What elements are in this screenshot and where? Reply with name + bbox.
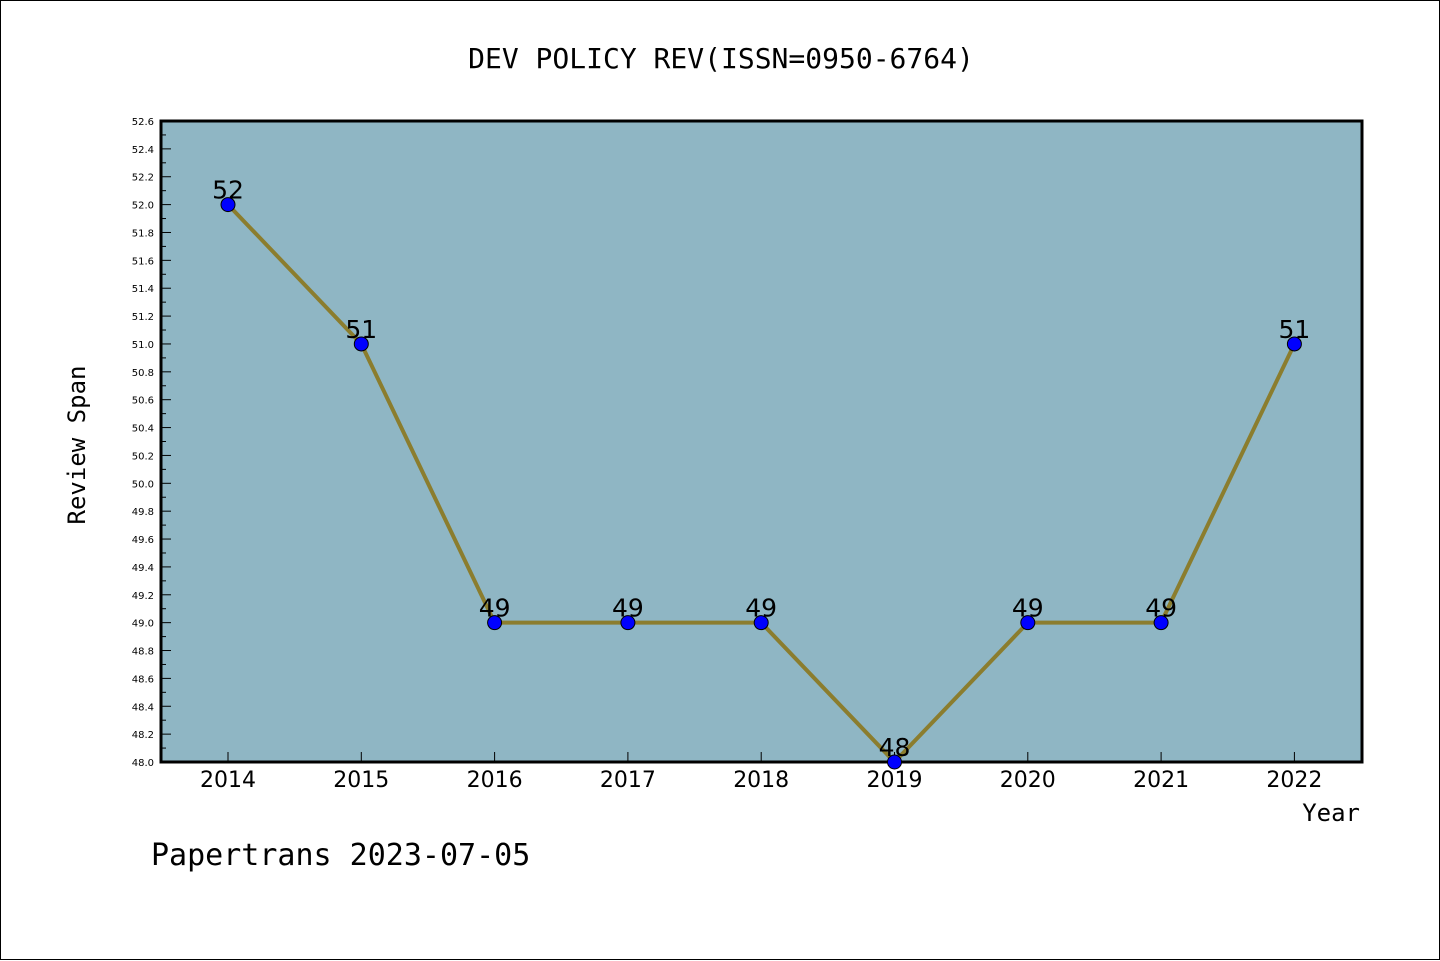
x-tick-label: 2015 <box>333 768 389 793</box>
footer-text: Papertrans 2023-07-05 <box>151 838 530 873</box>
data-label: 52 <box>212 176 244 205</box>
data-label: 51 <box>345 315 377 344</box>
y-tick-label: 51.2 <box>132 312 154 323</box>
data-point <box>1153 615 1169 631</box>
plot-area <box>159 119 1364 764</box>
y-tick-label: 49.4 <box>132 563 154 574</box>
data-point <box>353 336 369 352</box>
data-point <box>620 615 636 631</box>
x-axis: 2014 2015 2016 2017 2018 2019 2020 2021 2022 <box>200 752 1322 793</box>
x-axis-label: Year <box>1302 799 1360 827</box>
y-tick-label: 52.0 <box>132 201 154 212</box>
data-point <box>887 754 902 770</box>
y-tick-label: 48.4 <box>132 702 154 713</box>
data-label: 49 <box>745 594 777 623</box>
y-tick-label: 50.4 <box>132 424 154 435</box>
x-tick-label: 2021 <box>1133 768 1189 793</box>
data-label: 49 <box>612 594 644 623</box>
x-tick-label: 2017 <box>600 768 656 793</box>
x-tick-label: 2014 <box>200 768 256 793</box>
y-tick-label: 49.8 <box>132 507 154 518</box>
y-axis-label: Review Span <box>63 366 91 525</box>
y-tick-label: 49.0 <box>132 619 154 630</box>
y-tick-label: 50.2 <box>132 451 154 462</box>
y-tick-label: 49.2 <box>132 591 154 602</box>
y-tick-label: 52.4 <box>132 145 154 156</box>
data-point <box>1020 615 1036 631</box>
y-tick-label: 51.6 <box>132 256 154 267</box>
y-tick-label: 51.0 <box>132 340 154 351</box>
y-tick-label: 52.6 <box>132 117 154 128</box>
y-tick-label: 48.2 <box>132 730 154 741</box>
data-label: 49 <box>479 594 511 623</box>
data-point <box>753 615 769 631</box>
y-tick-label: 50.8 <box>132 368 154 379</box>
y-tick-label: 48.0 <box>132 758 154 769</box>
series-layer: 52 51 49 49 49 48 49 49 51 <box>212 176 1310 770</box>
data-label: 51 <box>1278 315 1310 344</box>
x-tick-label: 2016 <box>467 768 523 793</box>
x-tick-label: 2022 <box>1266 768 1322 793</box>
x-tick-label: 2019 <box>867 768 923 793</box>
y-tick-label: 51.8 <box>132 228 154 239</box>
y-tick-label: 48.8 <box>132 647 154 658</box>
data-label: 48 <box>879 733 911 762</box>
data-label: 49 <box>1012 594 1044 623</box>
y-tick-label: 51.4 <box>132 284 154 295</box>
data-label: 49 <box>1145 594 1177 623</box>
data-point <box>220 197 236 213</box>
x-tick-label: 2018 <box>733 768 789 793</box>
y-tick-label: 49.6 <box>132 535 154 546</box>
y-tick-label: 52.2 <box>132 173 154 184</box>
y-tick-label: 50.6 <box>132 396 154 407</box>
chart-title: DEV POLICY REV(ISSN=0950-6764) <box>468 42 974 75</box>
data-point <box>1286 336 1302 352</box>
y-tick-label: 50.0 <box>132 479 154 490</box>
data-point <box>487 615 503 631</box>
x-tick-label: 2020 <box>1000 768 1056 793</box>
y-tick-label: 48.6 <box>132 674 154 685</box>
y-axis: 48.0 48.2 48.4 48.6 48.8 49.0 49.2 49.4 49.6 49.8… <box>132 117 171 769</box>
